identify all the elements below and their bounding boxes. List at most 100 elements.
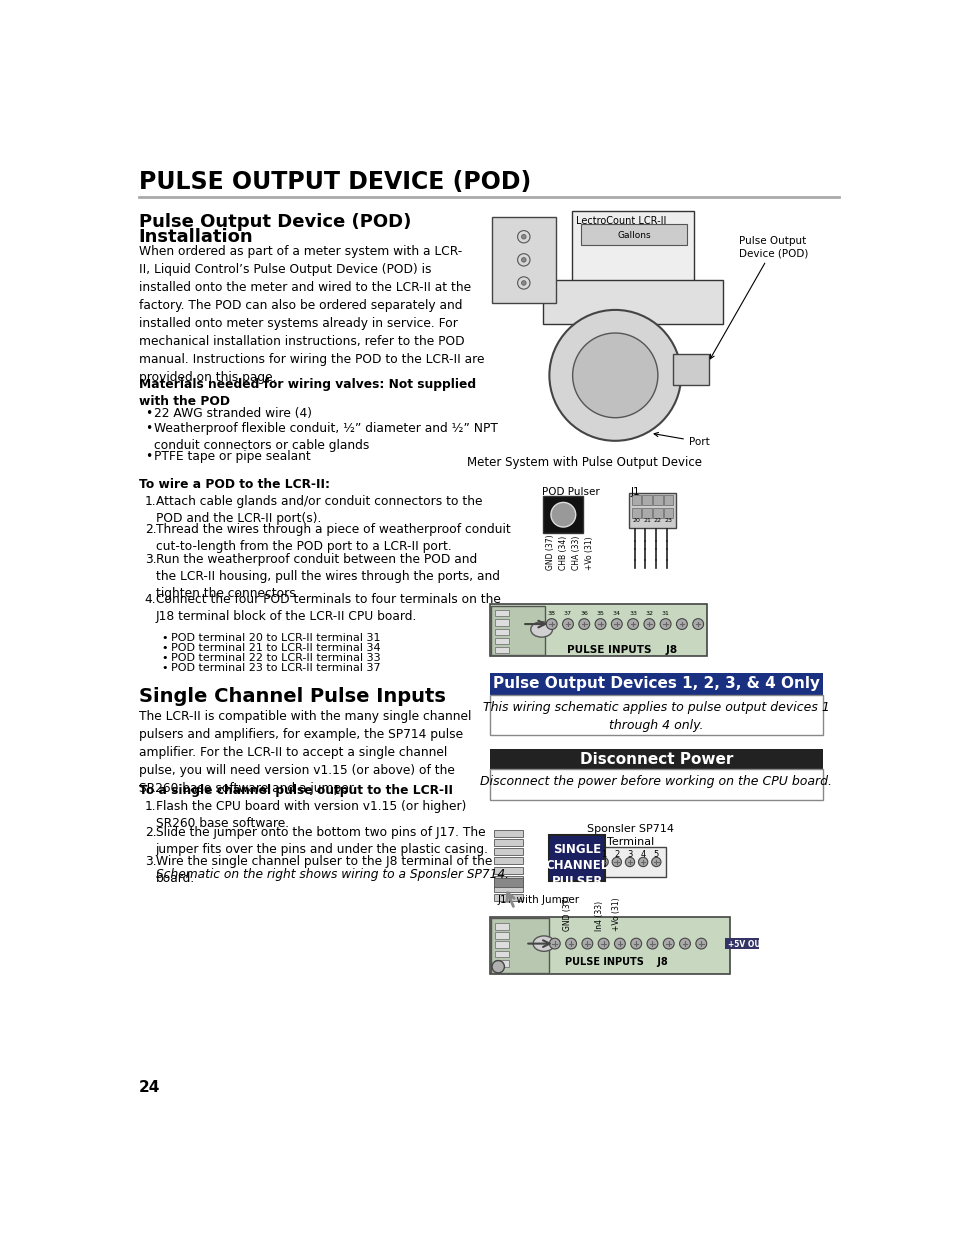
Text: J1: J1: [630, 487, 639, 496]
Text: In4 (33): In4 (33): [595, 902, 603, 931]
FancyBboxPatch shape: [495, 638, 509, 645]
Text: 4.: 4.: [145, 593, 156, 606]
Circle shape: [521, 235, 525, 240]
Text: Meter System with Pulse Output Device: Meter System with Pulse Output Device: [466, 456, 701, 469]
Text: PULSE INPUTS    J8: PULSE INPUTS J8: [567, 645, 677, 655]
Circle shape: [581, 939, 592, 948]
Circle shape: [562, 619, 573, 630]
Circle shape: [521, 258, 525, 262]
Circle shape: [549, 310, 680, 441]
FancyBboxPatch shape: [542, 496, 583, 534]
FancyBboxPatch shape: [495, 923, 509, 930]
FancyBboxPatch shape: [724, 939, 759, 948]
Text: GND (37): GND (37): [545, 535, 554, 571]
Text: Single Channel Pulse Inputs: Single Channel Pulse Inputs: [138, 687, 445, 706]
FancyBboxPatch shape: [495, 610, 509, 616]
FancyBboxPatch shape: [653, 495, 661, 505]
Text: Thread the wires through a piece of weatherproof conduit
cut-to-length from the : Thread the wires through a piece of weat…: [155, 524, 510, 553]
Text: PULSE INPUTS    J8: PULSE INPUTS J8: [564, 957, 667, 967]
FancyBboxPatch shape: [495, 951, 509, 957]
FancyBboxPatch shape: [495, 647, 509, 653]
FancyBboxPatch shape: [489, 916, 729, 974]
Circle shape: [578, 619, 589, 630]
Text: Materials needed for wiring valves: Not supplied
with the POD: Materials needed for wiring valves: Not …: [138, 378, 476, 408]
Text: PTFE tape or pipe sealant: PTFE tape or pipe sealant: [154, 450, 311, 463]
Circle shape: [679, 939, 690, 948]
FancyBboxPatch shape: [580, 225, 686, 246]
FancyBboxPatch shape: [641, 495, 651, 505]
Text: 23: 23: [664, 517, 672, 522]
Circle shape: [549, 939, 559, 948]
Circle shape: [643, 619, 654, 630]
FancyBboxPatch shape: [491, 918, 549, 973]
Circle shape: [492, 961, 504, 973]
FancyBboxPatch shape: [493, 839, 522, 846]
FancyBboxPatch shape: [489, 695, 822, 735]
Text: POD Pulser: POD Pulser: [541, 487, 598, 496]
Text: Disconnect Power: Disconnect Power: [579, 752, 732, 767]
Text: POD terminal 21 to LCR-II terminal 34: POD terminal 21 to LCR-II terminal 34: [171, 643, 380, 653]
Text: Weatherproof flexible conduit, ½” diameter and ½” NPT
conduit connectors or cabl: Weatherproof flexible conduit, ½” diamet…: [154, 422, 497, 452]
FancyBboxPatch shape: [631, 508, 640, 517]
FancyBboxPatch shape: [495, 941, 509, 948]
Text: SINGLE
CHANNEL
PULSER: SINGLE CHANNEL PULSER: [545, 842, 608, 888]
Text: 34: 34: [612, 610, 620, 615]
Text: 1.: 1.: [145, 799, 156, 813]
Text: +Vo (31): +Vo (31): [612, 898, 620, 931]
Text: POD terminal 22 to LCR-II terminal 33: POD terminal 22 to LCR-II terminal 33: [171, 653, 380, 663]
Circle shape: [546, 619, 557, 630]
Text: When ordered as part of a meter system with a LCR-
II, Liquid Control’s Pulse Ou: When ordered as part of a meter system w…: [138, 246, 483, 384]
Text: CHB (34): CHB (34): [558, 536, 567, 571]
FancyBboxPatch shape: [491, 605, 545, 655]
Text: 1.: 1.: [145, 495, 156, 508]
Text: CHA (33): CHA (33): [572, 536, 580, 571]
Text: This wiring schematic applies to pulse output devices 1
through 4 only.: This wiring schematic applies to pulse o…: [482, 701, 829, 732]
FancyBboxPatch shape: [653, 508, 661, 517]
Text: Port: Port: [654, 432, 709, 447]
Text: Wire the single channel pulser to the J8 terminal of the
board.: Wire the single channel pulser to the J8…: [155, 855, 492, 885]
Text: Pulse Output
Device (POD): Pulse Output Device (POD): [709, 236, 808, 359]
Circle shape: [662, 939, 674, 948]
FancyBboxPatch shape: [493, 857, 522, 864]
Text: Sponsler SP714
Terminal: Sponsler SP714 Terminal: [587, 824, 674, 847]
Circle shape: [646, 939, 658, 948]
Circle shape: [521, 280, 525, 285]
Text: 33: 33: [628, 610, 637, 615]
Text: •: •: [162, 653, 168, 663]
FancyBboxPatch shape: [663, 495, 673, 505]
Ellipse shape: [533, 936, 555, 951]
Text: 2.: 2.: [145, 524, 156, 536]
FancyBboxPatch shape: [493, 830, 522, 836]
Circle shape: [630, 939, 641, 948]
FancyBboxPatch shape: [493, 848, 522, 855]
Text: Installation: Installation: [138, 228, 253, 246]
FancyBboxPatch shape: [629, 493, 675, 527]
Text: 2: 2: [614, 850, 618, 858]
Text: LectroCount LCR-II: LectroCount LCR-II: [576, 216, 666, 226]
FancyBboxPatch shape: [493, 894, 522, 902]
Text: GND (37): GND (37): [562, 895, 571, 931]
FancyBboxPatch shape: [493, 885, 522, 892]
Text: •: •: [145, 422, 152, 435]
Text: •: •: [162, 643, 168, 653]
FancyBboxPatch shape: [542, 280, 722, 324]
Text: POD terminal 20 to LCR-II terminal 31: POD terminal 20 to LCR-II terminal 31: [171, 634, 380, 643]
Text: 3.: 3.: [145, 553, 156, 566]
Text: 35: 35: [596, 610, 604, 615]
Text: Attach cable glands and/or conduit connectors to the
POD and the LCR-II port(s).: Attach cable glands and/or conduit conne…: [155, 495, 481, 525]
FancyBboxPatch shape: [489, 769, 822, 799]
Text: 22 AWG stranded wire (4): 22 AWG stranded wire (4): [154, 406, 312, 420]
Text: 21: 21: [642, 517, 650, 522]
Circle shape: [627, 619, 638, 630]
Text: 22: 22: [653, 517, 661, 522]
FancyBboxPatch shape: [493, 867, 522, 873]
Circle shape: [595, 619, 605, 630]
Text: Gallons: Gallons: [617, 231, 650, 240]
Text: The LCR-II is compatible with the many single channel
pulsers and amplifiers, fo: The LCR-II is compatible with the many s…: [138, 710, 471, 795]
Circle shape: [676, 619, 686, 630]
Text: 24: 24: [138, 1079, 160, 1095]
Text: 1: 1: [600, 850, 605, 858]
Circle shape: [565, 939, 576, 948]
Text: •: •: [162, 634, 168, 643]
Text: •: •: [145, 450, 152, 463]
